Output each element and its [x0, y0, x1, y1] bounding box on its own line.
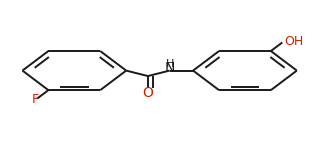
Text: OH: OH — [284, 35, 303, 48]
Text: H: H — [165, 59, 174, 69]
Text: N: N — [164, 61, 175, 75]
Text: O: O — [142, 86, 153, 100]
Text: F: F — [32, 93, 39, 106]
